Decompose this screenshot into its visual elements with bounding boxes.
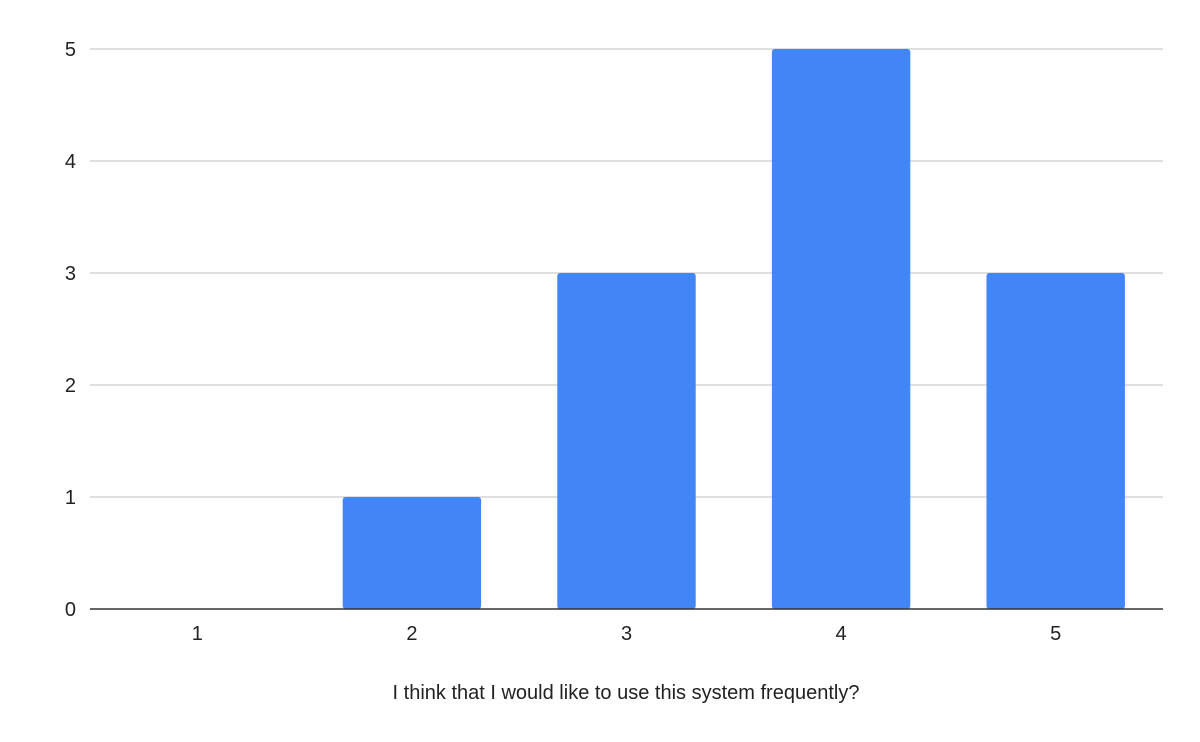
x-axis-title: I think that I would like to use this sy…: [393, 682, 860, 704]
x-tick-label: 3: [621, 623, 632, 645]
y-tick-label: 5: [65, 39, 76, 61]
x-axis-tick-labels: 1 2 3 4 5: [192, 623, 1062, 645]
bar-3: [557, 273, 696, 609]
bar-5: [986, 273, 1125, 609]
x-tick-label: 2: [406, 623, 417, 645]
y-tick-label: 2: [65, 375, 76, 397]
y-axis-tick-labels: 0 1 2 3 4 5: [65, 39, 76, 621]
y-tick-label: 3: [65, 263, 76, 285]
bar-2: [342, 497, 482, 609]
x-tick-label: 4: [836, 623, 847, 645]
y-tick-label: 1: [65, 487, 76, 509]
x-tick-label: 5: [1050, 623, 1061, 645]
bar-4: [771, 49, 911, 609]
bars: [342, 49, 1125, 609]
x-tick-label: 1: [192, 623, 203, 645]
y-tick-label: 4: [65, 151, 76, 173]
y-tick-label: 0: [65, 599, 76, 621]
